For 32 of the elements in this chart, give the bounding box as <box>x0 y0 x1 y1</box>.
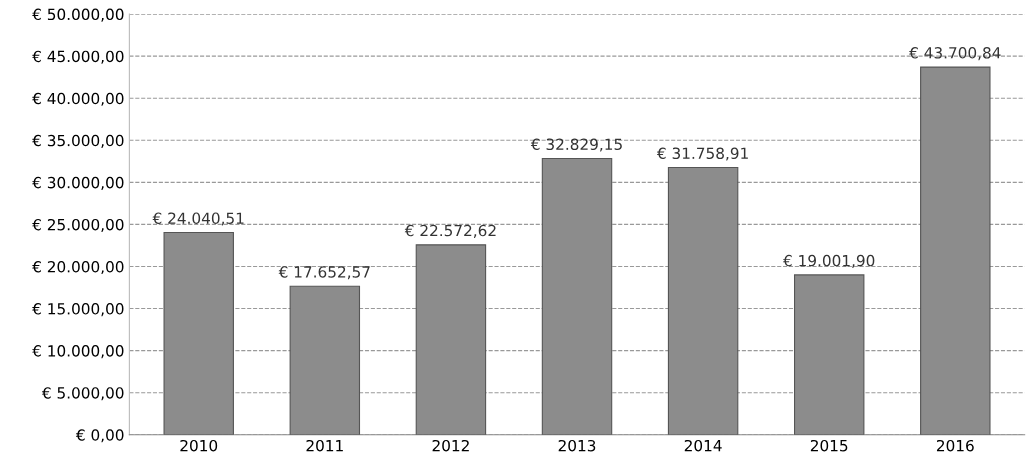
bar <box>793 274 865 435</box>
y-tick-label: € 40.000,00 <box>32 92 124 106</box>
y-tick-label: € 15.000,00 <box>32 303 124 317</box>
bar <box>415 244 487 435</box>
y-tick-label: € 25.000,00 <box>32 218 124 233</box>
x-tick-label: 2013 <box>558 439 596 452</box>
x-tick-label: 2011 <box>306 439 343 452</box>
y-tick-label: € 20.000,00 <box>32 260 124 275</box>
y-tick-label: € 30.000,00 <box>32 176 124 190</box>
data-label: € 31.758,91 <box>656 147 748 161</box>
data-label: € 22.572,62 <box>404 224 496 238</box>
data-label: € 24.040,51 <box>152 212 244 226</box>
bar <box>163 231 234 435</box>
x-tick-label: 2014 <box>684 439 722 452</box>
bar <box>289 285 361 435</box>
y-tick-label: € 5.000,00 <box>41 387 124 401</box>
y-tick-label: € 10.000,00 <box>32 345 124 359</box>
bar <box>667 167 739 435</box>
x-tick-label: 2015 <box>810 439 848 452</box>
y-tick-label: € 0,00 <box>75 429 124 443</box>
y-tick-label: € 50.000,00 <box>32 8 124 22</box>
bar <box>541 158 613 435</box>
data-label: € 32.829,15 <box>530 138 622 152</box>
data-label: € 19.001,90 <box>783 254 875 268</box>
data-label: € 17.652,57 <box>278 266 370 280</box>
x-tick-label: 2010 <box>180 439 218 452</box>
y-tick-label: € 35.000,00 <box>32 134 124 148</box>
bar <box>920 66 991 435</box>
data-label: € 43.700,84 <box>909 47 1001 61</box>
y-tick-label: € 45.000,00 <box>32 50 124 64</box>
x-tick-label: 2012 <box>432 439 469 452</box>
x-tick-label: 2016 <box>936 439 974 452</box>
